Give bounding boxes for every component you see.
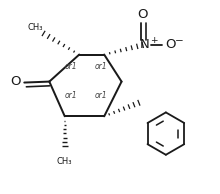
Text: or1: or1 — [64, 62, 77, 71]
Text: CH₃: CH₃ — [56, 157, 72, 166]
Text: O: O — [138, 8, 148, 21]
Text: CH₃: CH₃ — [27, 23, 43, 31]
Text: or1: or1 — [95, 62, 108, 71]
Text: O: O — [10, 75, 21, 88]
Text: +: + — [150, 36, 157, 45]
Text: −: − — [175, 36, 183, 46]
Text: N: N — [140, 37, 150, 50]
Text: O: O — [165, 37, 176, 50]
Text: or1: or1 — [95, 91, 108, 100]
Text: or1: or1 — [64, 91, 77, 100]
